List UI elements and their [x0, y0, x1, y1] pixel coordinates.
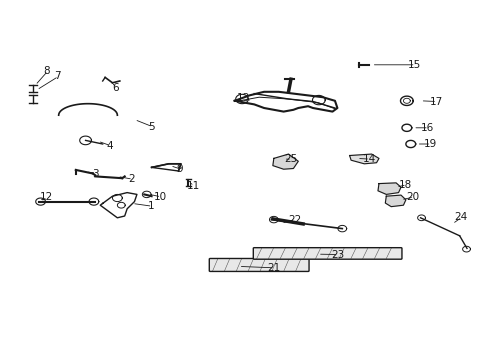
Text: 11: 11	[186, 181, 200, 191]
Text: 8: 8	[43, 66, 50, 76]
Polygon shape	[377, 183, 400, 194]
Text: 24: 24	[453, 212, 467, 222]
Text: 3: 3	[92, 168, 99, 179]
Text: 15: 15	[407, 60, 421, 70]
Text: 20: 20	[406, 192, 419, 202]
Text: 2: 2	[128, 174, 135, 184]
Text: 17: 17	[428, 96, 442, 107]
Polygon shape	[272, 154, 298, 169]
Text: 16: 16	[420, 123, 434, 133]
Text: 5: 5	[148, 122, 155, 132]
FancyBboxPatch shape	[209, 258, 308, 271]
Text: 25: 25	[284, 154, 297, 164]
Text: 9: 9	[176, 164, 183, 174]
Text: 10: 10	[154, 192, 166, 202]
Text: 23: 23	[330, 249, 344, 260]
Text: 22: 22	[287, 215, 301, 225]
Text: 13: 13	[236, 93, 250, 103]
Text: 14: 14	[362, 154, 375, 164]
Text: 21: 21	[266, 263, 280, 273]
Text: 18: 18	[398, 180, 412, 190]
Text: 7: 7	[54, 71, 61, 81]
Text: 6: 6	[112, 83, 119, 93]
Text: 4: 4	[106, 141, 113, 151]
Polygon shape	[385, 195, 405, 207]
FancyBboxPatch shape	[253, 248, 401, 259]
Text: 12: 12	[40, 192, 53, 202]
Polygon shape	[349, 154, 378, 164]
Text: 1: 1	[148, 201, 155, 211]
Text: 19: 19	[423, 139, 436, 149]
